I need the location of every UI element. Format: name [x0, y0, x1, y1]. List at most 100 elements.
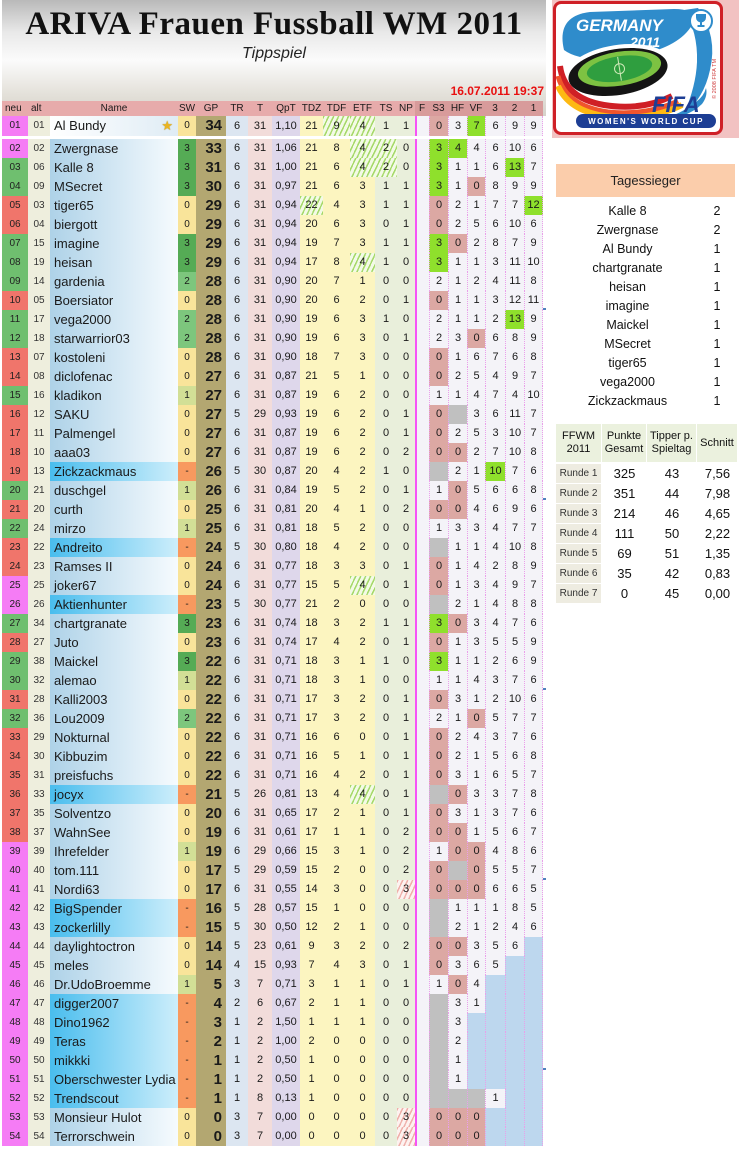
stat-cell: 3 [429, 614, 448, 633]
stat-cell: 7 [524, 367, 543, 386]
t-cell: 31 [248, 177, 272, 196]
tr-cell: 5 [226, 861, 248, 880]
qpt-cell: 0,00 [272, 1108, 300, 1127]
stat-cell: 0 [375, 272, 397, 291]
stat-cell: 8 [524, 348, 543, 367]
tr-cell: 2 [226, 994, 248, 1013]
stat-cell [448, 1089, 467, 1108]
qpt-cell: 0,71 [272, 975, 300, 994]
rank-cell: 05 [2, 196, 28, 215]
stat-cell: 1 [350, 272, 375, 291]
stat-cell [448, 405, 467, 424]
stat-cell: 7 [505, 804, 524, 823]
table-row: 04 09 MSecret 3 30 6 31 0,97 21 6 3 1 1 3 1 0 8 9 9 [2, 177, 546, 196]
prev-rank-cell: 54 [28, 1127, 50, 1146]
points-cell: 23 [196, 614, 226, 633]
stat-cell: 19 [300, 310, 323, 329]
stat-cell: 7 [467, 116, 485, 136]
prev-rank-cell: 42 [28, 899, 50, 918]
stat-cell [524, 975, 543, 994]
tr-cell: 6 [226, 519, 248, 538]
stat-cell: 21 [300, 116, 323, 136]
stat-cell: 2 [350, 937, 375, 956]
stat-cell: 0 [375, 557, 397, 576]
t-cell: 31 [248, 139, 272, 158]
stat-cell: 6 [323, 728, 350, 747]
tagessieger-count: 1 [713, 375, 721, 389]
sw-cell: 3 [178, 158, 196, 177]
table-row: 30 32 alemao 1 22 6 31 0,71 18 3 1 0 0 1 1 4 3 7 6 [2, 671, 546, 690]
player-name: Nokturnal [54, 730, 110, 745]
column-header-cell: TS [375, 101, 397, 116]
stat-cell: 3 [323, 557, 350, 576]
column-header-cell: QpT [272, 101, 300, 116]
tagessieger-count: 1 [713, 299, 721, 313]
prev-rank-cell: 02 [28, 139, 50, 158]
stat-cell: 5 [467, 367, 485, 386]
qpt-cell: 0,77 [272, 595, 300, 614]
prev-rank-cell: 27 [28, 633, 50, 652]
stat-cell: 5 [505, 766, 524, 785]
stat-cell: 2 [323, 861, 350, 880]
stat-cell: 0 [375, 1032, 397, 1051]
stat-cell: 8 [323, 253, 350, 272]
name-cell: daylightoctron [50, 937, 178, 956]
stat-cell: 0 [429, 804, 448, 823]
name-cell: curth [50, 500, 178, 519]
stat-cell: 11 [505, 272, 524, 291]
tr-cell: 4 [226, 956, 248, 975]
qpt-cell: 0,71 [272, 690, 300, 709]
f-cell [415, 519, 429, 538]
stat-cell: 6 [323, 310, 350, 329]
stat-cell: 1 [448, 253, 467, 272]
prev-rank-cell: 31 [28, 766, 50, 785]
column-header-cell: GP [196, 101, 226, 116]
stat-cell: 1 [397, 804, 415, 823]
table-row: 38 37 WahnSee 0 19 6 31 0,61 17 1 1 0 2 0 0 1 5 6 7 [2, 823, 546, 842]
stat-cell: 0 [467, 177, 485, 196]
qpt-cell: 0,94 [272, 215, 300, 234]
stat-cell: 8 [505, 329, 524, 348]
stat-cell: 0 [429, 367, 448, 386]
stat-cell: 1 [397, 956, 415, 975]
stat-cell [524, 1051, 543, 1070]
table-row: 42 42 BigSpender -16 5 28 0,57 15 1 0 0 0 1 1 1 8 5 [2, 899, 546, 918]
stat-cell: 8 [524, 272, 543, 291]
rounds-header-cell: Punkte Gesamt [602, 424, 647, 464]
tr-cell: 6 [226, 633, 248, 652]
f-cell [415, 158, 429, 177]
stat-cell: 6 [505, 823, 524, 842]
stat-cell [429, 785, 448, 804]
stat-cell: 2 [375, 139, 397, 158]
stat-cell: 6 [524, 462, 543, 481]
name-cell: mirzo [50, 519, 178, 538]
t-cell: 31 [248, 690, 272, 709]
stat-cell: 7 [524, 766, 543, 785]
column-header-cell: SW [178, 101, 196, 116]
round-tipper: 45 [647, 584, 697, 603]
sw-cell: 3 [178, 614, 196, 633]
stat-cell: 6 [323, 424, 350, 443]
qpt-cell: 0,71 [272, 652, 300, 671]
stat-cell [524, 1108, 543, 1127]
stat-cell: 1 [350, 918, 375, 937]
stat-cell: 1 [429, 519, 448, 538]
stat-cell: 18 [300, 519, 323, 538]
stat-cell: 0 [429, 880, 448, 899]
tr-cell: 5 [226, 405, 248, 424]
stat-cell: 2 [350, 462, 375, 481]
stat-cell: 3 [448, 766, 467, 785]
stat-cell: 0 [448, 880, 467, 899]
stat-cell: 5 [485, 709, 505, 728]
name-cell: diclofenac [50, 367, 178, 386]
stat-cell: 3 [397, 1127, 415, 1146]
points-cell: 17 [196, 861, 226, 880]
stat-cell: 1 [448, 633, 467, 652]
sw-cell: 1 [178, 842, 196, 861]
stat-cell: 2 [485, 652, 505, 671]
points-cell: 28 [196, 310, 226, 329]
tr-cell: 6 [226, 272, 248, 291]
name-cell: Andreito [50, 538, 178, 557]
t-cell: 31 [248, 158, 272, 177]
stat-cell: 5 [524, 899, 543, 918]
